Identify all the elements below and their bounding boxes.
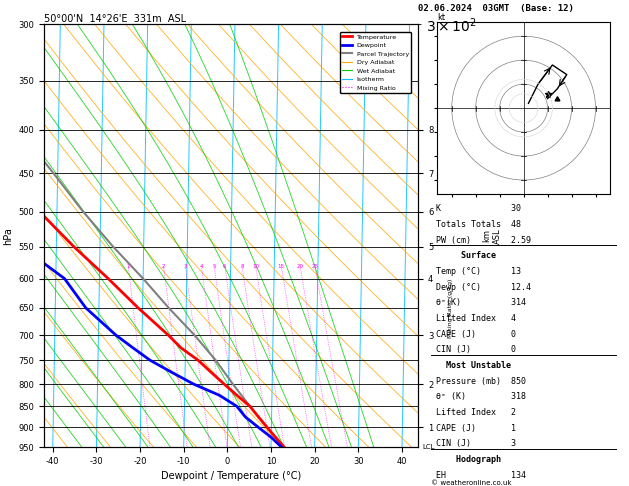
Text: 3: 3 — [184, 263, 187, 269]
Text: Dewp (°C)      12.4: Dewp (°C) 12.4 — [437, 283, 532, 292]
Text: 20: 20 — [297, 263, 304, 269]
Text: Lifted Index   2: Lifted Index 2 — [437, 408, 516, 417]
Text: Hodograph: Hodograph — [437, 455, 501, 464]
Text: 15: 15 — [278, 263, 285, 269]
Text: CIN (J)        3: CIN (J) 3 — [437, 439, 516, 448]
Text: Temp (°C)      13: Temp (°C) 13 — [437, 267, 521, 276]
Text: CIN (J)        0: CIN (J) 0 — [437, 345, 516, 354]
Y-axis label: km
ASL: km ASL — [482, 228, 501, 243]
Text: 25: 25 — [311, 263, 318, 269]
Text: EH             134: EH 134 — [437, 470, 526, 480]
Text: θᵉ(K)          314: θᵉ(K) 314 — [437, 298, 526, 307]
Text: CAPE (J)       0: CAPE (J) 0 — [437, 330, 516, 339]
X-axis label: Dewpoint / Temperature (°C): Dewpoint / Temperature (°C) — [161, 471, 301, 482]
Text: kt: kt — [437, 13, 445, 22]
Text: LCL: LCL — [422, 444, 435, 450]
Text: © weatheronline.co.uk: © weatheronline.co.uk — [431, 480, 511, 486]
Text: Mixing Ratio (g/kg): Mixing Ratio (g/kg) — [448, 278, 454, 338]
Text: 50°00'N  14°26'E  331m  ASL: 50°00'N 14°26'E 331m ASL — [44, 14, 186, 23]
Text: Surface: Surface — [437, 251, 496, 260]
Text: 1: 1 — [126, 263, 130, 269]
Text: Totals Totals  48: Totals Totals 48 — [437, 220, 521, 229]
Text: 6: 6 — [223, 263, 226, 269]
Text: θᵉ (K)         318: θᵉ (K) 318 — [437, 392, 526, 401]
Text: Lifted Index   4: Lifted Index 4 — [437, 314, 516, 323]
Text: K              30: K 30 — [437, 205, 521, 213]
Text: 10: 10 — [252, 263, 259, 269]
Text: Most Unstable: Most Unstable — [437, 361, 511, 370]
Text: PW (cm)        2.59: PW (cm) 2.59 — [437, 236, 532, 245]
Legend: Temperature, Dewpoint, Parcel Trajectory, Dry Adiabat, Wet Adiabat, Isotherm, Mi: Temperature, Dewpoint, Parcel Trajectory… — [340, 32, 411, 93]
Text: 8: 8 — [240, 263, 243, 269]
Text: 5: 5 — [213, 263, 216, 269]
Text: 4: 4 — [199, 263, 203, 269]
Text: CAPE (J)       1: CAPE (J) 1 — [437, 424, 516, 433]
Text: 02.06.2024  03GMT  (Base: 12): 02.06.2024 03GMT (Base: 12) — [418, 4, 574, 13]
Text: Pressure (mb)  850: Pressure (mb) 850 — [437, 377, 526, 385]
Text: 2: 2 — [162, 263, 165, 269]
Y-axis label: hPa: hPa — [3, 227, 13, 244]
